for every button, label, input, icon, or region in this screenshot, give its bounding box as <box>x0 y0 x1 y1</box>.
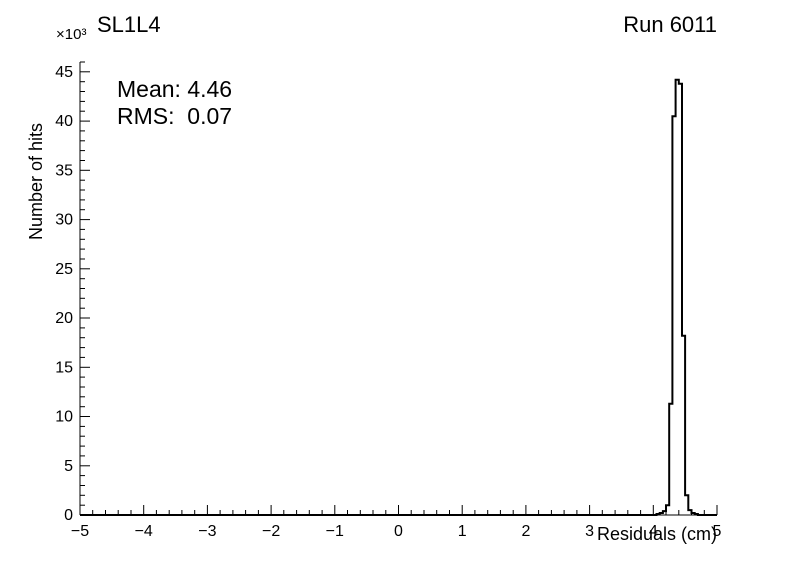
y-tick-label: 10 <box>55 409 73 426</box>
x-tick-label: −3 <box>198 523 216 540</box>
x-tick-label: −4 <box>135 523 153 540</box>
y-tick-label: 45 <box>55 64 73 81</box>
plot-title: SL1L4 <box>97 12 161 37</box>
x-tick-label: −2 <box>262 523 280 540</box>
y-tick-label: 40 <box>55 113 73 130</box>
x-tick-label: 1 <box>458 523 467 540</box>
rms-stat-text: RMS: 0.07 <box>117 103 233 129</box>
y-tick-label: 0 <box>64 507 73 524</box>
x-tick-label: −1 <box>326 523 344 540</box>
x-tick-label: 2 <box>521 523 530 540</box>
y-tick-label: 5 <box>64 458 73 475</box>
run-label: Run 6011 <box>623 12 717 37</box>
y-tick-label: 30 <box>55 212 73 229</box>
y-tick-label: 25 <box>55 261 73 278</box>
x-tick-label: 5 <box>713 523 722 540</box>
y-tick-label: 20 <box>55 310 73 327</box>
y-axis-title: Number of hits <box>26 122 46 240</box>
y-tick-label: 35 <box>55 162 73 179</box>
y-axis-multiplier: ×10³ <box>56 26 87 43</box>
x-tick-label: 3 <box>585 523 594 540</box>
x-tick-label: −5 <box>71 523 89 540</box>
histogram-line <box>80 78 717 516</box>
x-axis-title: Residuals (cm) <box>596 524 717 544</box>
x-tick-label: 4 <box>649 523 658 540</box>
x-tick-label: 0 <box>394 523 403 540</box>
mean-stat-text: Mean: 4.46 <box>117 76 233 102</box>
y-tick-label: 15 <box>55 359 73 376</box>
